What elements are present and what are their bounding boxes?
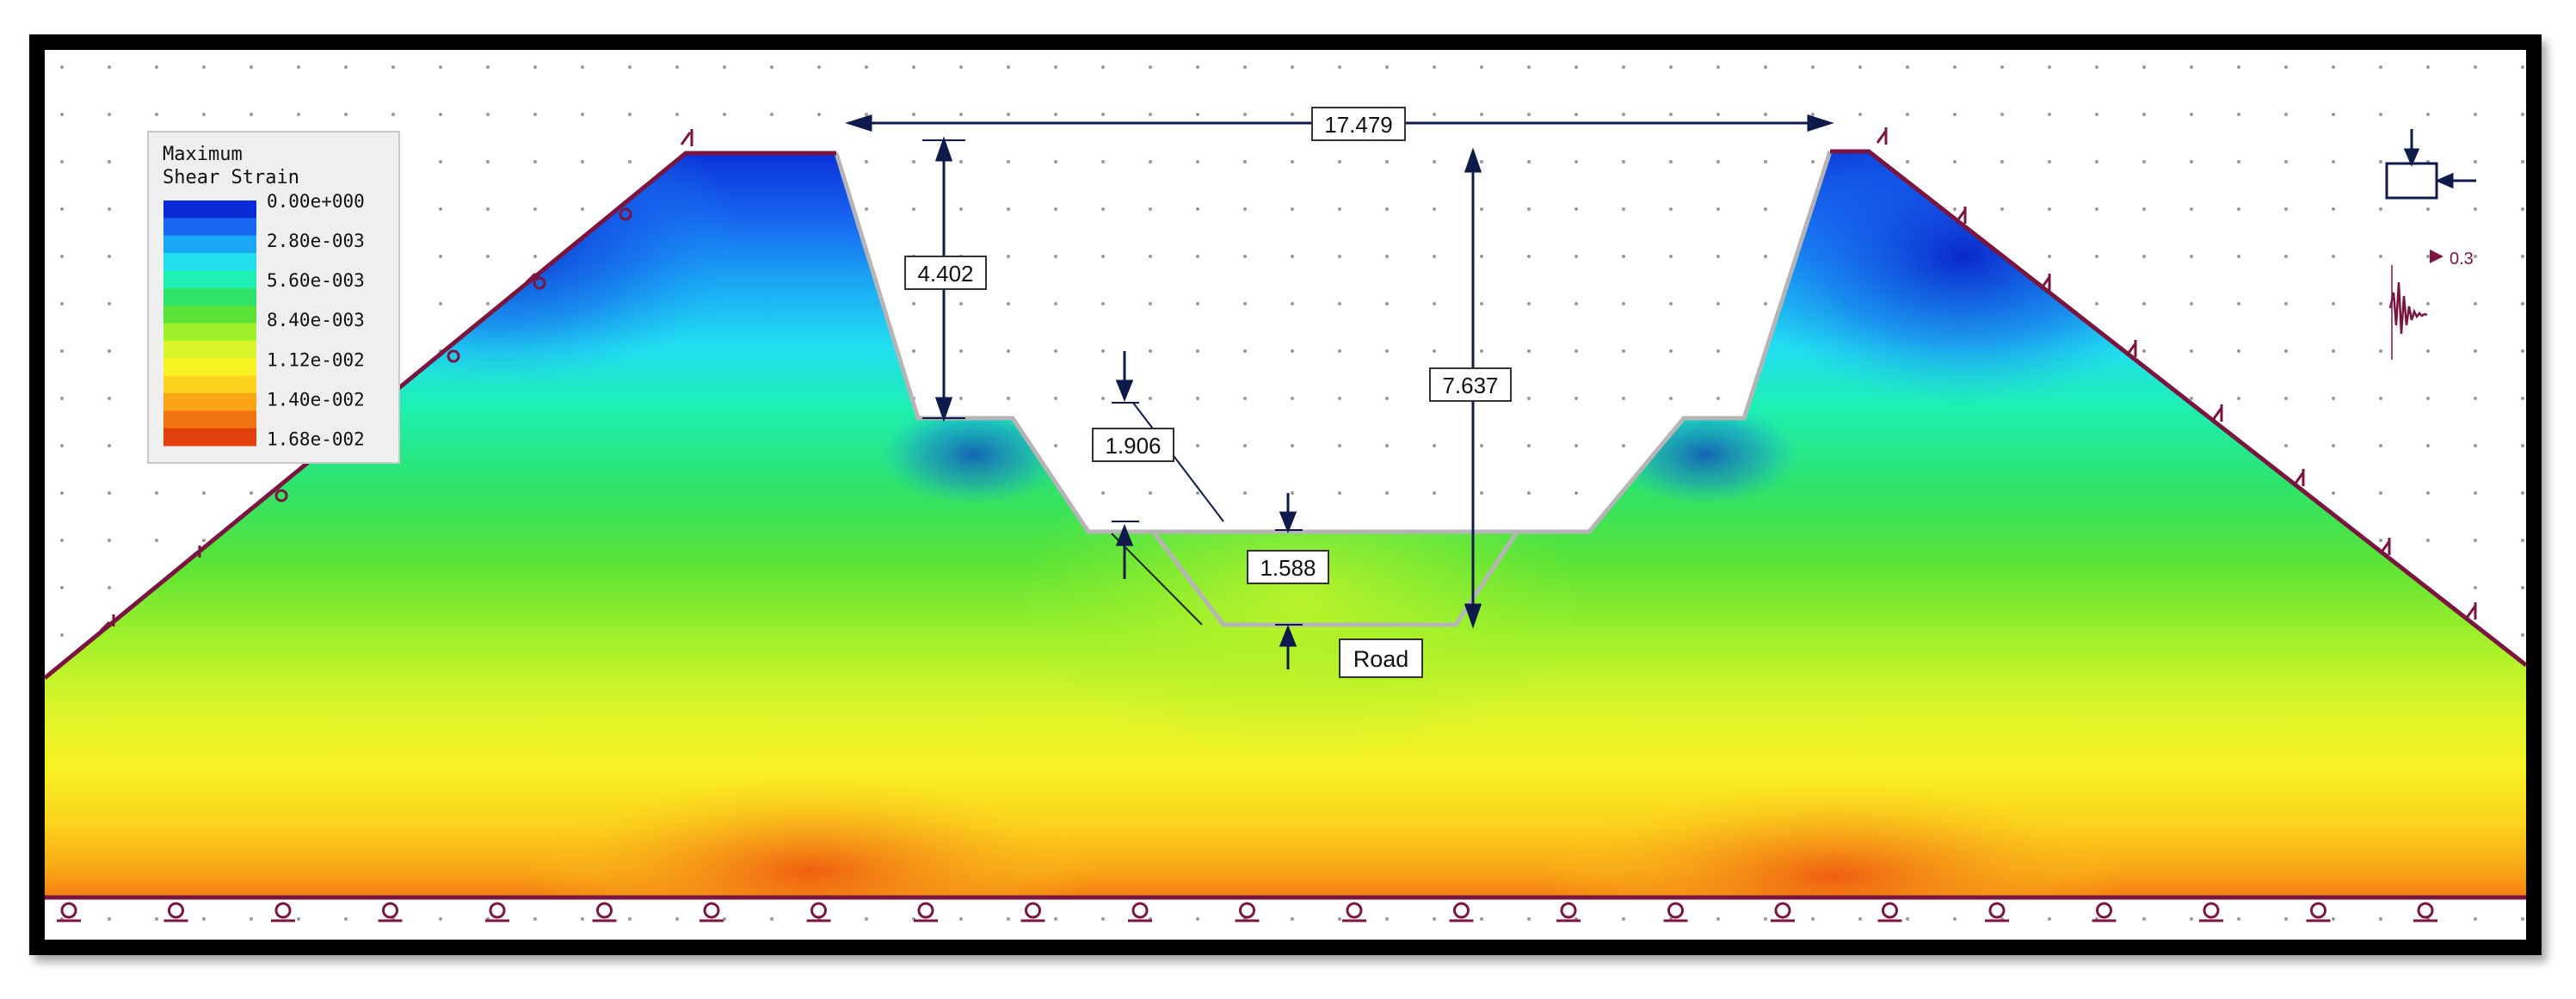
legend-label: 1.40e-002	[267, 389, 365, 410]
slope-model-diagram: 17.479 4.402 7.637 1.906 1.588 Road	[45, 50, 2526, 940]
dimension-label-road-depth: 1.588	[1247, 550, 1329, 584]
legend-color-band	[163, 340, 256, 359]
dimension-label-middle-step: 1.906	[1092, 428, 1174, 462]
legend-color-band	[163, 392, 256, 411]
roller-support	[2096, 902, 2112, 919]
svg-text:4.402: 4.402	[917, 261, 973, 287]
road-label: Road	[1339, 638, 1423, 678]
roller-support	[1774, 902, 1791, 919]
legend-label: 1.68e-002	[267, 429, 365, 449]
road-trench	[1153, 532, 1519, 627]
legend-color-band	[163, 358, 256, 377]
roller-support	[2417, 902, 2434, 919]
seismic-load-icon: 0.3	[2388, 250, 2474, 360]
legend-label: 0.00e+000	[267, 191, 365, 212]
roller-support	[703, 902, 720, 919]
base-roller-supports	[57, 902, 2437, 922]
road-trench-leader	[1111, 533, 1203, 626]
legend-color-band	[163, 253, 256, 271]
dimension-label-total-height: 7.637	[1429, 367, 1512, 402]
legend-color-band	[163, 428, 256, 447]
legend-color-band	[163, 287, 256, 306]
roller-support	[1882, 902, 1898, 919]
legend-color-band	[163, 375, 256, 394]
right-slope-boundary	[1830, 149, 2526, 667]
roller-support	[382, 902, 398, 919]
dimension-label-top-width: 17.479	[1311, 107, 1406, 141]
roller-support	[1453, 902, 1470, 919]
roller-support	[2310, 902, 2326, 919]
legend-title-line1: Maximum	[163, 144, 243, 165]
legend-label: 2.80e-003	[267, 231, 365, 251]
roller-support	[917, 902, 934, 919]
roller-support	[1131, 902, 1149, 919]
roller-support	[2203, 902, 2220, 919]
legend-color-band	[163, 410, 256, 429]
legend-title-line2: Shear Strain	[163, 167, 299, 188]
legend-label: 5.60e-003	[267, 270, 365, 291]
right-slope-markers	[1876, 127, 2477, 620]
roller-support	[1025, 902, 1041, 919]
strain-legend: Maximum Shear Strain 0.00e+000 2.80e-003 5…	[147, 131, 400, 464]
dimension-label-left-upper-height: 4.402	[904, 256, 987, 290]
boundary-condition-icon	[2385, 129, 2476, 200]
figure-frame: 17.479 4.402 7.637 1.906 1.588 Road	[29, 34, 2542, 955]
legend-labels: 0.00e+000 2.80e-003 5.60e-003 8.40e-003 1.12…	[267, 191, 365, 449]
legend-color-band	[163, 235, 256, 254]
svg-text:1.906: 1.906	[1105, 433, 1161, 459]
roller-support	[1346, 902, 1363, 919]
roller-support	[168, 902, 184, 919]
svg-text:Road: Road	[1353, 646, 1409, 672]
roller-support	[1667, 902, 1684, 919]
roller-support	[1560, 902, 1577, 919]
svg-text:1.588: 1.588	[1260, 555, 1316, 581]
legend-color-band	[163, 200, 256, 219]
left-slope-markers	[99, 129, 693, 632]
roller-support	[274, 902, 292, 919]
roller-support	[489, 902, 506, 919]
svg-text:17.479: 17.479	[1324, 112, 1393, 138]
legend-color-band	[163, 305, 256, 324]
roller-support	[1239, 902, 1255, 919]
roller-support	[1988, 902, 2006, 919]
legend-label: 1.12e-002	[267, 349, 365, 370]
svg-text:7.637: 7.637	[1442, 373, 1498, 398]
roller-support	[60, 902, 77, 919]
model-canvas: 17.479 4.402 7.637 1.906 1.588 Road	[45, 50, 2526, 940]
roller-support	[810, 902, 827, 919]
legend-color-band	[163, 270, 256, 289]
roller-support	[596, 902, 613, 919]
legend-label: 8.40e-003	[267, 310, 365, 330]
seismic-value: 0.3	[2450, 250, 2474, 268]
legend-color-band	[163, 323, 256, 342]
legend-color-band	[163, 218, 256, 237]
legend-color-scale	[163, 200, 256, 447]
left-slope-boundary	[45, 151, 836, 680]
